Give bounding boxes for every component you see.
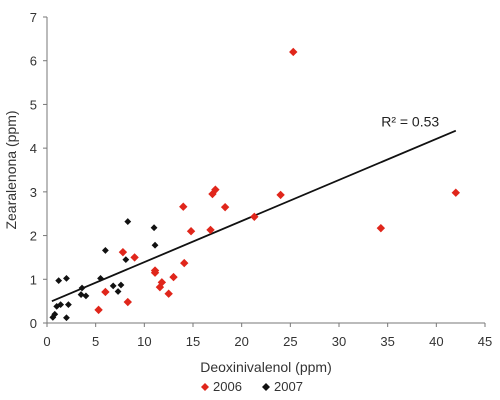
data-point-2007 [97, 275, 104, 282]
data-point-2006 [130, 253, 139, 262]
x-tick-label: 30 [332, 334, 346, 349]
legend-marker-2007 [262, 383, 270, 391]
data-point-2007 [49, 313, 57, 321]
x-axis-title: Deoxinivalenol (ppm) [200, 359, 332, 375]
data-point-2007 [114, 288, 122, 295]
data-point-2007 [117, 281, 125, 289]
data-point-2006 [123, 297, 132, 307]
x-tick-label: 35 [380, 334, 394, 349]
y-tick-label: 2 [30, 229, 37, 244]
data-point-2006 [179, 202, 188, 211]
data-point-2006 [157, 278, 167, 287]
y-tick-label: 3 [30, 185, 37, 200]
data-point-2007 [124, 218, 132, 225]
data-point-2006 [169, 272, 178, 282]
data-point-2006 [155, 282, 165, 292]
y-tick-label: 4 [30, 141, 37, 156]
data-point-2007 [150, 224, 158, 232]
data-point-2006 [186, 227, 196, 236]
x-tick-label: 10 [137, 334, 151, 349]
data-point-2007 [109, 282, 117, 290]
data-points [49, 47, 460, 322]
x-tick-label: 25 [283, 334, 297, 349]
data-point-2007 [63, 314, 70, 322]
data-point-2007 [151, 241, 159, 249]
data-point-2007 [122, 256, 130, 264]
data-point-2006 [250, 212, 259, 221]
legend: 2006 2007 [201, 379, 303, 394]
data-point-2006 [180, 258, 189, 268]
y-tick-label: 5 [30, 97, 37, 112]
data-point-2006 [150, 266, 160, 275]
data-point-2006 [289, 47, 298, 57]
data-point-2007 [65, 301, 72, 309]
data-point-2006 [376, 223, 386, 233]
x-tick-label: 20 [234, 334, 248, 349]
data-point-2006 [94, 305, 103, 315]
r-squared-annotation: R² = 0.53 [381, 114, 439, 130]
data-point-2006 [164, 289, 173, 298]
legend-label-2006: 2006 [213, 379, 242, 394]
y-tick-label: 1 [30, 272, 37, 287]
data-point-2007 [51, 310, 59, 318]
data-point-2007 [102, 247, 109, 254]
axes [43, 16, 486, 327]
legend-label-2007: 2007 [274, 379, 303, 394]
y-tick-label: 6 [30, 54, 37, 69]
data-point-2006 [208, 189, 217, 199]
data-point-2007 [63, 275, 70, 282]
x-tick-label: 40 [429, 334, 443, 349]
x-tick-label: 5 [92, 334, 99, 349]
data-point-2007 [77, 291, 85, 298]
y-tick-label: 7 [30, 10, 37, 25]
data-point-2007 [53, 302, 61, 310]
y-tick-label: 0 [30, 316, 37, 331]
data-point-2006 [118, 247, 128, 257]
data-point-2006 [451, 188, 460, 197]
data-point-2007 [82, 292, 90, 300]
data-point-2006 [206, 225, 215, 235]
data-point-2006 [220, 202, 230, 212]
legend-marker-2006 [201, 383, 209, 391]
x-tick-label: 0 [43, 334, 50, 349]
data-point-2006 [101, 287, 110, 297]
y-axis-title: Zearalenona (ppm) [3, 110, 19, 229]
data-point-2006 [276, 190, 285, 200]
x-tick-label: 15 [186, 334, 200, 349]
data-point-2007 [55, 277, 63, 284]
x-tick-label: 45 [478, 334, 492, 349]
data-point-2007 [78, 284, 86, 292]
